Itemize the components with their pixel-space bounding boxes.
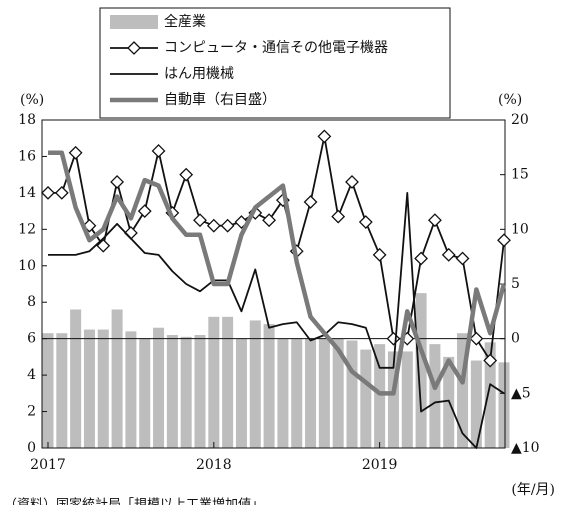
y-tick-label: 10 (18, 258, 36, 274)
source: （資料）国家統計局「規模以上工業増加値」 (4, 497, 264, 505)
diamond-marker (234, 215, 249, 229)
diamond-marker (483, 353, 498, 368)
bar (139, 338, 151, 448)
y-tick-label: 2 (27, 404, 36, 420)
diamond-marker (386, 331, 401, 346)
y-tick-label: 8 (27, 294, 36, 310)
y2-axis-label: (%) (498, 92, 522, 108)
bar (111, 309, 123, 448)
x-axis-label: (年/月) (511, 482, 555, 498)
y-tick-label: 6 (27, 331, 36, 347)
series-line (48, 150, 507, 396)
y-tick-label: 4 (27, 367, 36, 383)
legend-swatch (110, 15, 158, 29)
diamond-marker (220, 218, 235, 233)
diamond-marker (110, 175, 125, 189)
bar (249, 320, 261, 448)
bar (305, 338, 317, 448)
x-tick-label: 2017 (30, 457, 66, 473)
y2-tick-label: 20 (511, 112, 529, 128)
bar (42, 333, 54, 448)
y2-tick-label: 0 (511, 331, 520, 347)
diamond-marker (137, 204, 152, 219)
diamond-marker (331, 209, 346, 224)
diamond-marker (96, 238, 111, 253)
bar (166, 335, 178, 448)
diamond-marker (151, 144, 166, 158)
bar (180, 336, 192, 448)
series-line (48, 191, 505, 449)
diamond-marker (68, 145, 83, 160)
y-tick-label: 0 (27, 440, 36, 456)
y-tick-label: 12 (18, 221, 36, 237)
bar (470, 360, 482, 448)
diamond-marker (303, 195, 318, 209)
bar (153, 327, 165, 448)
bar (291, 338, 303, 448)
bar (360, 349, 372, 448)
bar (401, 351, 413, 448)
x-tick-label: 2018 (196, 457, 232, 473)
diamond-marker (54, 185, 69, 200)
y-tick-label: 16 (18, 148, 36, 164)
bar (277, 338, 289, 448)
diamond-marker (414, 251, 429, 266)
diamond-marker (358, 215, 373, 229)
y-tick-label: 18 (18, 112, 36, 128)
legend-label: 自動車（右目盛） (164, 91, 276, 108)
diamond-marker (427, 213, 442, 228)
y2-tick-label: 5 (511, 276, 520, 292)
y-tick-label: 14 (18, 185, 36, 201)
bar (97, 329, 109, 448)
bar (56, 333, 68, 448)
y2-tick-label: ▲10 (511, 440, 540, 456)
diamond-marker (469, 331, 484, 346)
x-tick-label: 2019 (362, 457, 398, 473)
diamond-marker (497, 233, 511, 248)
bar (263, 324, 275, 448)
diamond-marker (441, 247, 456, 262)
diamond-marker (262, 213, 277, 228)
diamond-marker (455, 251, 470, 266)
bar (70, 309, 82, 448)
y2-tick-label: 15 (511, 167, 529, 183)
y2-tick-label: 10 (511, 221, 529, 237)
diamond-marker (372, 247, 387, 262)
diamond-marker (193, 213, 207, 228)
bar (332, 338, 344, 448)
bar (346, 340, 358, 448)
y2-tick-label: ▲5 (511, 385, 531, 401)
bar (208, 316, 220, 448)
diamond-marker (206, 218, 221, 233)
bar (125, 331, 137, 448)
bar (235, 338, 247, 448)
bar (222, 316, 234, 448)
bar (484, 342, 496, 448)
diamond-marker (82, 218, 97, 233)
diamond-marker (345, 175, 359, 189)
legend-marker (127, 41, 141, 55)
bar (194, 335, 206, 448)
diamond-marker (41, 185, 55, 200)
bar (387, 351, 399, 448)
bar (318, 338, 330, 448)
bar (374, 344, 386, 448)
legend-label: コンピュータ・通信その他電子機器 (164, 40, 388, 56)
legend-box (99, 7, 451, 119)
diamond-marker (179, 167, 194, 182)
bar (498, 362, 510, 448)
legend-label: 全産業 (164, 13, 206, 30)
y-axis-label: (%) (20, 92, 44, 108)
diamond-marker (317, 129, 332, 144)
bar (83, 329, 95, 448)
bar (429, 344, 441, 448)
bar (415, 293, 427, 448)
bar (457, 333, 469, 448)
legend-label: はん用機械 (164, 66, 234, 82)
